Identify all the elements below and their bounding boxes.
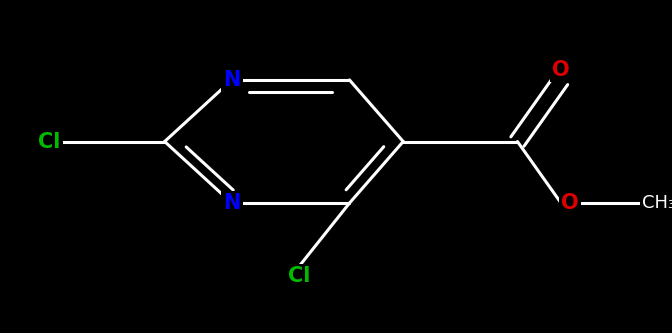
Text: N: N <box>223 70 241 90</box>
Text: CH₃: CH₃ <box>642 194 672 212</box>
Text: Cl: Cl <box>38 132 60 152</box>
Text: N: N <box>223 193 241 213</box>
Text: Cl: Cl <box>288 266 310 286</box>
Text: O: O <box>561 193 579 213</box>
Text: O: O <box>552 60 570 80</box>
